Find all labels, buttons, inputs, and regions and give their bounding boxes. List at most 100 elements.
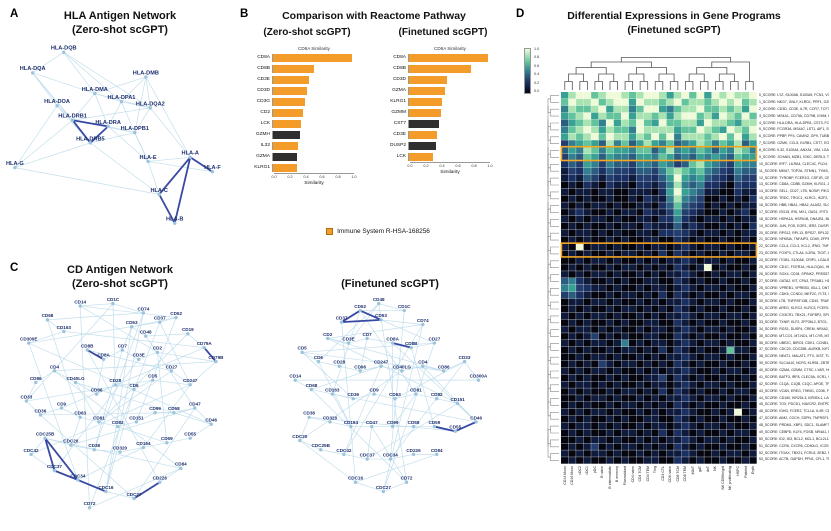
heatmap-cell — [561, 236, 569, 244]
heatmap-cell — [568, 257, 576, 264]
heatmap-cell — [749, 305, 757, 313]
heatmap-cell — [659, 415, 667, 423]
heatmap-cell — [681, 147, 689, 154]
heatmap-cell — [583, 443, 591, 450]
heatmap-cell — [613, 147, 622, 154]
heatmap-cell — [576, 374, 584, 382]
heatmap-cell — [643, 374, 652, 382]
network-edge — [80, 416, 100, 423]
heatmap-col-label: B naive — [600, 466, 605, 478]
heatmap-cell — [561, 105, 569, 113]
network-node-label: CD63 — [74, 411, 86, 416]
heatmap-cell — [621, 98, 629, 106]
heatmap-cell — [689, 181, 697, 189]
heatmap-cell — [651, 112, 659, 120]
heatmap-cell — [568, 436, 576, 444]
heatmap-cell — [561, 195, 569, 202]
heatmap-cell — [659, 181, 667, 189]
network-node-label: CD151 — [450, 397, 465, 402]
heatmap-cell — [561, 402, 569, 409]
heatmap-cell — [643, 98, 652, 106]
network-node — [73, 380, 78, 385]
heatmap-cell — [598, 457, 606, 464]
heatmap-cell — [628, 160, 637, 168]
heatmap-cell — [749, 291, 757, 299]
heatmap-cell — [681, 443, 689, 450]
row-dendrogram-link — [550, 164, 559, 172]
network-edge — [70, 417, 81, 446]
heatmap-cell — [568, 126, 576, 134]
heatmap-cell — [651, 353, 659, 361]
network-edge — [187, 333, 205, 348]
heatmap-cell — [681, 216, 689, 223]
heatmap-cell — [719, 92, 727, 99]
network-edge — [61, 347, 205, 409]
bar-row: GZMA — [248, 151, 368, 162]
heatmap-cell — [636, 202, 644, 209]
heatmap-cell — [591, 105, 599, 113]
heatmap-cell — [666, 209, 674, 216]
heatmap-cell — [674, 222, 682, 230]
heatmap-cell — [621, 209, 629, 216]
heatmap-cell — [583, 436, 591, 444]
heatmap-cell — [576, 112, 584, 120]
heatmap-cell — [643, 167, 652, 175]
network-edge — [332, 393, 477, 423]
heatmap-row-label: 45_SCORE: TOX, PDCD1, HAVCR2, ENTPD1, CX… — [759, 402, 829, 407]
heatmap-cell — [583, 202, 591, 209]
network-edge — [148, 161, 213, 173]
network-node — [435, 397, 439, 401]
network-edge — [383, 324, 424, 492]
heatmap-cell — [613, 202, 622, 209]
network-node-label: CD82 — [431, 392, 443, 397]
pathway-legend: Immune System R-HSA-168256 — [250, 228, 506, 235]
network-edge — [54, 359, 139, 471]
heatmap-cell — [726, 395, 735, 402]
heatmap-cell — [726, 436, 735, 444]
column-dendrogram-link — [579, 81, 588, 90]
heatmap-cell — [651, 105, 659, 113]
network-node-label: CD53 — [126, 320, 138, 325]
network-node-label: CD99 — [149, 406, 161, 411]
heatmap-cell — [689, 346, 697, 354]
heatmap-cell — [583, 415, 591, 423]
network-node-label: CD320 — [113, 445, 128, 450]
network-node-label: CD59 — [429, 420, 441, 425]
heatmap-cell — [628, 264, 637, 271]
heatmap-cell — [643, 222, 652, 230]
heatmap-cell — [749, 388, 757, 395]
heatmap-cell — [583, 243, 591, 251]
heatmap-cell — [689, 188, 697, 196]
network-edge — [355, 454, 437, 483]
heatmap-cell — [749, 181, 757, 189]
heatmap-cell — [591, 443, 599, 450]
heatmap-row-label: 15_SCORE: TRDC, TRGC1, KLRC1, IKZF2, XCL… — [759, 196, 829, 201]
heatmap-cell — [666, 367, 674, 375]
row-dendrogram-link — [547, 181, 551, 196]
heatmap-cell — [741, 457, 750, 464]
heatmap-cell — [643, 340, 652, 347]
heatmap-cell — [674, 92, 682, 99]
heatmap-cell — [621, 346, 629, 354]
heatmap-cell — [651, 340, 659, 347]
heatmap-cell — [561, 284, 569, 292]
column-dendrogram-link — [711, 61, 750, 82]
heatmap-cell — [636, 415, 644, 423]
heatmap-cell — [621, 250, 629, 258]
heatmap-cell — [636, 319, 644, 326]
heatmap-cell — [741, 305, 750, 313]
heatmap-cell — [636, 160, 644, 168]
network-node — [476, 378, 481, 382]
network-node — [113, 383, 118, 387]
column-dendrogram-link — [715, 81, 724, 90]
heatmap-cell — [621, 319, 629, 326]
heatmap-cell — [711, 340, 720, 347]
heatmap-cell — [561, 415, 569, 423]
heatmap-cell — [613, 112, 622, 120]
heatmap-cell — [628, 278, 637, 285]
network-edge — [348, 338, 368, 344]
row-dendrogram-link — [547, 436, 551, 458]
heatmap-cell — [666, 271, 674, 278]
heatmap-cell — [674, 429, 682, 437]
heatmap-cell — [711, 174, 720, 182]
